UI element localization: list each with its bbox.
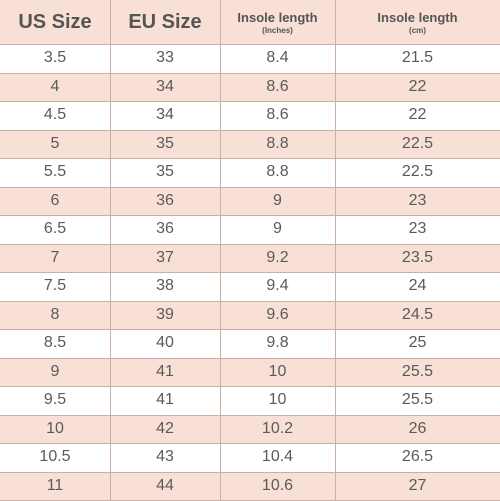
- cell-eu-size: 40: [156, 334, 174, 352]
- row-divider: [0, 443, 500, 444]
- cell-insole-cm: 23: [335, 186, 500, 215]
- cell-insole-inches: 10: [268, 391, 287, 409]
- cell-insole-cm: 27: [335, 471, 500, 500]
- cell-eu-size: 41: [110, 357, 220, 386]
- header-unit: (cm): [409, 25, 426, 35]
- header-us-size: US Size: [0, 0, 110, 44]
- cell-insole-inches: 10: [220, 357, 335, 386]
- cell-insole-cm: 23: [408, 220, 427, 238]
- cell-insole-inches: 8.6: [266, 106, 289, 124]
- cell-eu-size: 34: [156, 106, 174, 124]
- row-divider: [0, 300, 500, 302]
- column-divider: [110, 0, 111, 500]
- cell-us-size: 6: [0, 186, 110, 215]
- cell-eu-size: 44: [110, 471, 220, 500]
- cell-eu-size: 38: [156, 277, 174, 295]
- header-label: Insole length: [377, 9, 458, 25]
- cell-eu-size: 37: [110, 243, 220, 272]
- cell-insole-inches: 8.4: [266, 49, 289, 67]
- cell-insole-cm: 22.5: [335, 129, 500, 158]
- cell-eu-size: 39: [110, 300, 220, 329]
- cell-eu-size: 42: [110, 414, 220, 443]
- cell-eu-size: 36: [156, 220, 174, 238]
- cell-insole-inches: 10.2: [220, 414, 335, 443]
- row-divider: [0, 414, 500, 416]
- cell-eu-size: 33: [156, 49, 174, 67]
- cell-eu-size: 35: [110, 129, 220, 158]
- cell-us-size: 9: [0, 357, 110, 386]
- cell-insole-cm: 23.5: [335, 243, 500, 272]
- cell-eu-size: 43: [156, 448, 174, 466]
- cell-us-size: 9.5: [43, 391, 67, 409]
- cell-insole-inches: 8.8: [220, 129, 335, 158]
- cell-eu-size: 35: [156, 163, 174, 181]
- cell-insole-cm: 25.5: [401, 391, 434, 409]
- cell-us-size: 8: [0, 300, 110, 329]
- cell-us-size: 5.5: [43, 163, 67, 181]
- cell-us-size: 8.5: [43, 334, 67, 352]
- cell-insole-inches: 9.4: [266, 277, 289, 295]
- header-insole-inches: Insole length (Inches): [220, 0, 335, 44]
- row-divider: [0, 44, 500, 45]
- cell-insole-cm: 26.5: [401, 448, 434, 466]
- cell-insole-cm: 25: [408, 334, 427, 352]
- header-unit: (Inches): [262, 25, 293, 35]
- row-divider: [0, 72, 500, 74]
- cell-insole-inches: 10.4: [261, 448, 294, 466]
- row-divider: [0, 386, 500, 387]
- row-divider: [0, 215, 500, 216]
- cell-insole-cm: 24: [408, 277, 427, 295]
- cell-insole-cm: 24.5: [335, 300, 500, 329]
- cell-us-size: 7: [0, 243, 110, 272]
- cell-insole-inches: 9.6: [220, 300, 335, 329]
- cell-us-size: 6.5: [43, 220, 67, 238]
- cell-insole-cm: 22: [408, 106, 427, 124]
- cell-insole-cm: 22: [335, 72, 500, 101]
- cell-insole-inches: 8.8: [266, 163, 289, 181]
- header-insole-cm: Insole length (cm): [335, 0, 500, 44]
- row-divider: [0, 101, 500, 102]
- row-divider: [0, 471, 500, 473]
- cell-eu-size: 34: [110, 72, 220, 101]
- cell-us-size: 7.5: [43, 277, 67, 295]
- row-divider: [0, 186, 500, 188]
- cell-insole-cm: 26: [335, 414, 500, 443]
- row-divider: [0, 272, 500, 273]
- cell-us-size: 11: [0, 471, 110, 500]
- row-divider: [0, 329, 500, 330]
- cell-insole-inches: 9: [273, 220, 282, 238]
- header-label: US Size: [18, 10, 92, 33]
- column-divider: [220, 0, 221, 500]
- row-divider: [0, 357, 500, 359]
- cell-us-size: 3.5: [43, 49, 67, 67]
- cell-us-size: 10.5: [39, 448, 71, 466]
- cell-insole-inches: 10.6: [220, 471, 335, 500]
- cell-insole-inches: 9.8: [266, 334, 289, 352]
- cell-insole-inches: 8.6: [220, 72, 335, 101]
- cell-us-size: 5: [0, 129, 110, 158]
- row-divider: [0, 158, 500, 159]
- cell-us-size: 4.5: [43, 106, 67, 124]
- cell-insole-cm: 25.5: [335, 357, 500, 386]
- cell-eu-size: 41: [156, 391, 174, 409]
- cell-eu-size: 36: [110, 186, 220, 215]
- header-eu-size: EU Size: [110, 0, 220, 44]
- column-divider: [335, 0, 336, 500]
- header-label: EU Size: [128, 10, 202, 33]
- cell-us-size: 10: [0, 414, 110, 443]
- row-divider: [0, 243, 500, 245]
- row-divider: [0, 129, 500, 131]
- cell-insole-cm: 21.5: [401, 49, 434, 67]
- cell-insole-inches: 9: [220, 186, 335, 215]
- cell-insole-inches: 9.2: [220, 243, 335, 272]
- cell-us-size: 4: [0, 72, 110, 101]
- cell-insole-cm: 22.5: [401, 163, 434, 181]
- header-label: Insole length: [237, 9, 318, 25]
